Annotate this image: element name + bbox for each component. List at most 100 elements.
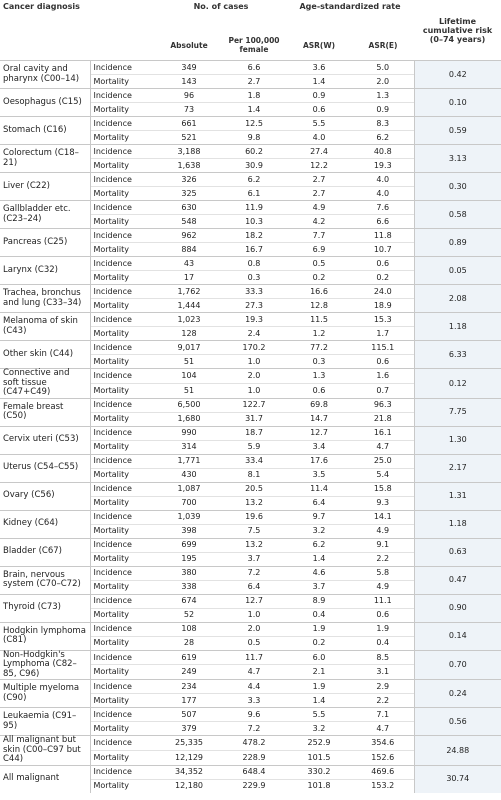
table-row: Mortality 700 13.2 6.4 9.3 bbox=[0, 495, 501, 510]
value-cell: 60.2 bbox=[222, 144, 286, 159]
type-cell: Incidence bbox=[89, 509, 156, 524]
table-row: Multiple myeloma (C90) Incidence 234 4.4 1.9… bbox=[0, 679, 501, 708]
lifetime-cell: 2.17 bbox=[413, 453, 501, 482]
table-row: Mortality 430 8.1 3.5 5.4 bbox=[0, 467, 501, 482]
diagnosis-cell: Connective and soft tissue (C47+C49) bbox=[0, 368, 90, 398]
value-cell: 15.3 bbox=[352, 312, 415, 327]
type-cell: Mortality bbox=[89, 495, 156, 510]
value-cell: 330.2 bbox=[286, 764, 352, 779]
table-row: Mortality 325 6.1 2.7 4.0 bbox=[0, 186, 501, 201]
table-row: Mortality 128 2.4 1.2 1.7 bbox=[0, 326, 501, 341]
value-cell: 2.2 bbox=[352, 551, 415, 566]
value-cell: 8.5 bbox=[352, 649, 415, 665]
value-cell: 9.3 bbox=[352, 495, 415, 510]
diagnosis-cell: Leukaemia (C91–95) bbox=[0, 707, 90, 736]
value-cell: 27.4 bbox=[286, 144, 352, 159]
type-cell: Incidence bbox=[89, 649, 156, 665]
header-cell: ASR(W) bbox=[302, 40, 336, 50]
value-cell: 115.1 bbox=[352, 340, 415, 355]
value-cell: 12.7 bbox=[286, 425, 352, 440]
value-cell: 2.7 bbox=[222, 74, 286, 89]
diagnosis-cell: Oral cavity and pharynx (C00–14) bbox=[0, 60, 90, 89]
lifetime-cell: 0.12 bbox=[413, 368, 501, 398]
value-cell: 31.7 bbox=[222, 411, 286, 426]
value-cell: 234 bbox=[156, 679, 222, 694]
value-cell: 990 bbox=[156, 425, 222, 440]
type-cell: Incidence bbox=[89, 679, 156, 694]
value-cell: 6.6 bbox=[352, 214, 415, 229]
lifetime-cell: 0.30 bbox=[413, 172, 501, 201]
value-cell: 33.3 bbox=[222, 284, 286, 299]
value-cell: 6.1 bbox=[222, 186, 286, 201]
diagnosis-cell: Brain, nervous system (C70–C72) bbox=[0, 565, 90, 594]
value-cell: 648.4 bbox=[222, 764, 286, 779]
type-cell: Mortality bbox=[89, 607, 156, 622]
value-cell: 11.7 bbox=[222, 649, 286, 665]
value-cell: 51 bbox=[156, 382, 222, 398]
value-cell: 380 bbox=[156, 565, 222, 580]
type-cell: Mortality bbox=[89, 74, 156, 89]
table-row: Hodgkin lymphoma (C81) Incidence 108 2.0 1.9… bbox=[0, 621, 501, 650]
type-cell: Mortality bbox=[89, 778, 156, 793]
value-cell: 128 bbox=[156, 326, 222, 341]
value-cell: 4.0 bbox=[352, 186, 415, 201]
header-cell bbox=[90, 0, 156, 30]
lifetime-cell: 0.89 bbox=[413, 228, 501, 257]
value-cell: 12.7 bbox=[222, 593, 286, 608]
type-cell: Incidence bbox=[89, 537, 156, 552]
value-cell: 6.4 bbox=[222, 579, 286, 594]
value-cell: 1,771 bbox=[156, 453, 222, 468]
value-cell: 5.5 bbox=[286, 707, 352, 722]
value-cell: 16.6 bbox=[286, 284, 352, 299]
type-cell: Mortality bbox=[89, 242, 156, 257]
diagnosis-cell: Colorectum (C18–21) bbox=[0, 144, 90, 173]
value-cell: 4.7 bbox=[222, 664, 286, 680]
table-row: Mortality 338 6.4 3.7 4.9 bbox=[0, 579, 501, 594]
table-row: Leukaemia (C91–95) Incidence 507 9.6 5.5 7.1 0… bbox=[0, 707, 501, 736]
value-cell: 521 bbox=[156, 130, 222, 145]
value-cell: 0.9 bbox=[352, 102, 415, 117]
value-cell: 19.3 bbox=[222, 312, 286, 327]
table-row: Mortality 884 16.7 6.9 10.7 bbox=[0, 242, 501, 257]
value-cell: 170.2 bbox=[222, 340, 286, 355]
lifetime-cell: 0.59 bbox=[413, 116, 501, 145]
value-cell: 4.9 bbox=[352, 579, 415, 594]
value-cell: 661 bbox=[156, 116, 222, 131]
value-cell: 0.2 bbox=[286, 635, 352, 650]
value-cell: 4.7 bbox=[352, 721, 415, 736]
value-cell: 0.2 bbox=[286, 270, 352, 285]
table-row: Other skin (C44) Incidence 9,017 170.2 77.2 1… bbox=[0, 340, 501, 369]
value-cell: 8.1 bbox=[222, 467, 286, 482]
value-cell: 43 bbox=[156, 256, 222, 271]
diagnosis-cell: Pancreas (C25) bbox=[0, 228, 90, 257]
value-cell: 2.4 bbox=[222, 326, 286, 341]
table-row: Female breast (C50) Incidence 6,500 122.7 69… bbox=[0, 397, 501, 426]
diagnosis-cell: All malignant bbox=[0, 764, 90, 793]
value-cell: 252.9 bbox=[286, 735, 352, 751]
type-cell: Mortality bbox=[89, 382, 156, 398]
value-cell: 228.9 bbox=[222, 749, 286, 765]
value-cell: 314 bbox=[156, 439, 222, 454]
table-row: Mortality 17 0.3 0.2 0.2 bbox=[0, 270, 501, 285]
value-cell: 12,129 bbox=[156, 749, 222, 765]
value-cell: 52 bbox=[156, 607, 222, 622]
value-cell: 4.7 bbox=[352, 439, 415, 454]
value-cell: 6.0 bbox=[286, 649, 352, 665]
type-cell: Mortality bbox=[89, 214, 156, 229]
value-cell: 0.6 bbox=[352, 256, 415, 271]
table-row: All malignant but skin (C00–C97 but C44)… bbox=[0, 735, 501, 765]
table-row: Mortality 177 3.3 1.4 2.2 bbox=[0, 693, 501, 708]
type-cell: Incidence bbox=[89, 88, 156, 103]
value-cell: 13.2 bbox=[222, 537, 286, 552]
value-cell: 3.6 bbox=[286, 60, 352, 75]
value-cell: 18.9 bbox=[352, 298, 415, 313]
value-cell: 6.2 bbox=[352, 130, 415, 145]
type-cell: Incidence bbox=[89, 144, 156, 159]
value-cell: 0.6 bbox=[352, 354, 415, 369]
value-cell: 34,352 bbox=[156, 764, 222, 779]
type-cell: Mortality bbox=[89, 298, 156, 313]
header-cell: Lifetime cumulative risk (0–74 years) bbox=[422, 16, 493, 44]
type-cell: Incidence bbox=[89, 200, 156, 215]
value-cell: 11.5 bbox=[286, 312, 352, 327]
lifetime-cell: 1.18 bbox=[413, 312, 501, 341]
